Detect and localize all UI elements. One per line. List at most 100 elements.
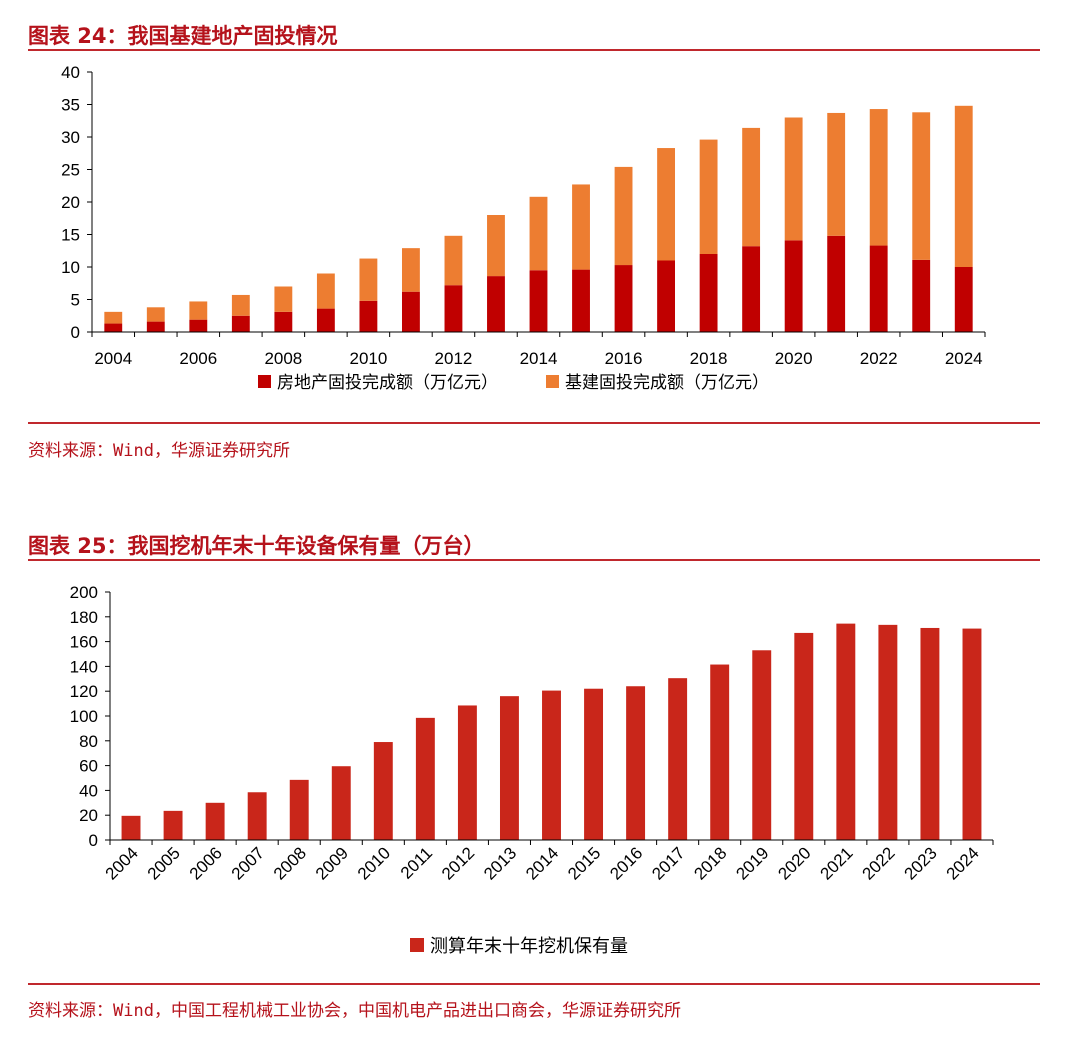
infra-bar <box>827 112 846 236</box>
y-tick-label: 20 <box>61 193 80 212</box>
x-tick-label: 2004 <box>102 843 142 883</box>
excavator-bar <box>836 623 856 840</box>
x-tick-label: 2012 <box>435 349 473 368</box>
infra-bar <box>784 117 803 241</box>
infra-bar <box>189 301 208 320</box>
excavator-bar <box>457 705 477 840</box>
realestate-bar <box>359 300 378 332</box>
infra-bar <box>487 215 505 277</box>
realestate-bar <box>784 240 803 332</box>
y-tick-label: 140 <box>70 657 98 676</box>
x-tick-label: 2015 <box>564 843 604 883</box>
realestate-bar <box>316 308 335 332</box>
x-tick-label: 2024 <box>943 843 983 883</box>
y-tick-label: 40 <box>61 63 80 82</box>
x-tick-label: 2010 <box>349 349 387 368</box>
infra-bar <box>869 109 888 246</box>
excavator-bar <box>205 802 225 840</box>
realestate-bar <box>614 265 633 332</box>
excavator-bar <box>499 696 519 840</box>
x-tick-label: 2017 <box>648 843 688 883</box>
infra-bar <box>401 248 420 292</box>
infra-bar <box>912 112 931 260</box>
x-tick-label: 2016 <box>606 843 646 883</box>
x-tick-label: 2018 <box>690 843 730 883</box>
infra-bar <box>359 258 378 301</box>
legend-swatch <box>258 375 271 388</box>
y-tick-label: 25 <box>61 161 80 180</box>
excavator-bar <box>584 688 604 840</box>
y-tick-label: 5 <box>71 291 80 310</box>
infra-bar <box>614 166 633 266</box>
realestate-bar <box>869 245 888 332</box>
infra-bar <box>742 127 761 247</box>
realestate-bar <box>104 323 123 332</box>
x-tick-label: 2007 <box>228 843 268 883</box>
x-tick-label: 2006 <box>186 843 226 883</box>
x-tick-label: 2022 <box>859 843 899 883</box>
excavator-bar <box>247 792 267 840</box>
y-tick-label: 80 <box>79 732 98 751</box>
y-tick-label: 180 <box>70 608 98 627</box>
figure2-top-rule <box>28 559 1040 561</box>
x-tick-label: 2013 <box>480 843 520 883</box>
y-tick-label: 10 <box>61 258 80 277</box>
y-tick-label: 30 <box>61 128 80 147</box>
realestate-bar <box>954 267 973 332</box>
excavator-bar <box>878 624 898 840</box>
legend-label: 测算年末十年挖机保有量 <box>430 936 628 956</box>
x-tick-label: 2020 <box>774 843 814 883</box>
x-tick-label: 2012 <box>438 843 478 883</box>
x-tick-label: 2005 <box>144 843 184 883</box>
x-tick-label: 2014 <box>520 349 558 368</box>
realestate-bar <box>444 285 463 332</box>
y-tick-label: 100 <box>70 707 98 726</box>
excavator-bar <box>626 686 646 840</box>
realestate-bar <box>146 321 165 332</box>
figure2-bottom-rule <box>28 983 1040 985</box>
figure2-source: 资料来源：Wind，中国工程机械工业协会，中国机电产品进出口商会，华源证券研究所 <box>28 1001 681 1021</box>
infra-bar <box>657 148 676 261</box>
y-tick-label: 0 <box>71 323 80 342</box>
excavator-bar <box>121 815 141 840</box>
x-tick-label: 2024 <box>945 349 983 368</box>
figure1-title: 图表 24：我国基建地产固投情况 <box>28 24 338 48</box>
realestate-bar <box>657 260 676 332</box>
realestate-bar <box>699 254 718 332</box>
figure1-chart: 0 5 10 15 20 25 30 35 40 2004 2006 2008 2010 2012 2014… <box>61 63 986 392</box>
legend-swatch <box>546 375 559 388</box>
realestate-bar <box>912 259 931 332</box>
excavator-bar <box>794 632 814 840</box>
infra-bar <box>146 307 165 322</box>
x-tick-label: 2019 <box>732 843 772 883</box>
excavator-bar <box>415 717 435 840</box>
x-tick-label: 2009 <box>312 843 352 883</box>
x-tick-label: 2018 <box>690 349 728 368</box>
x-tick-label: 2021 <box>816 843 856 883</box>
figure2-title: 图表 25：我国挖机年末十年设备保有量（万台） <box>28 534 485 558</box>
x-tick-label: 2010 <box>354 843 394 883</box>
infra-bar <box>231 294 250 316</box>
infra-bar <box>316 273 335 309</box>
realestate-bar <box>401 291 420 332</box>
x-tick-label: 2016 <box>605 349 643 368</box>
x-tick-label: 2011 <box>397 843 436 882</box>
excavator-bar <box>752 650 772 840</box>
x-tick-label: 2014 <box>522 843 562 883</box>
x-tick-label: 2023 <box>901 843 941 883</box>
figure1-source: 资料来源：Wind，华源证券研究所 <box>28 441 290 461</box>
excavator-bar <box>289 779 309 840</box>
excavator-bar <box>710 664 730 840</box>
realestate-bar <box>487 276 505 332</box>
y-tick-label: 120 <box>70 682 98 701</box>
realestate-bar <box>231 315 250 332</box>
realestate-bar <box>274 311 293 332</box>
excavator-bar <box>331 766 351 840</box>
realestate-bar <box>189 319 208 332</box>
legend-swatch <box>410 938 424 952</box>
figure1-bottom-rule <box>28 422 1040 424</box>
infra-bar <box>572 184 590 270</box>
y-tick-label: 200 <box>70 583 98 602</box>
x-tick-label: 2008 <box>270 843 310 883</box>
x-tick-label: 2008 <box>264 349 302 368</box>
